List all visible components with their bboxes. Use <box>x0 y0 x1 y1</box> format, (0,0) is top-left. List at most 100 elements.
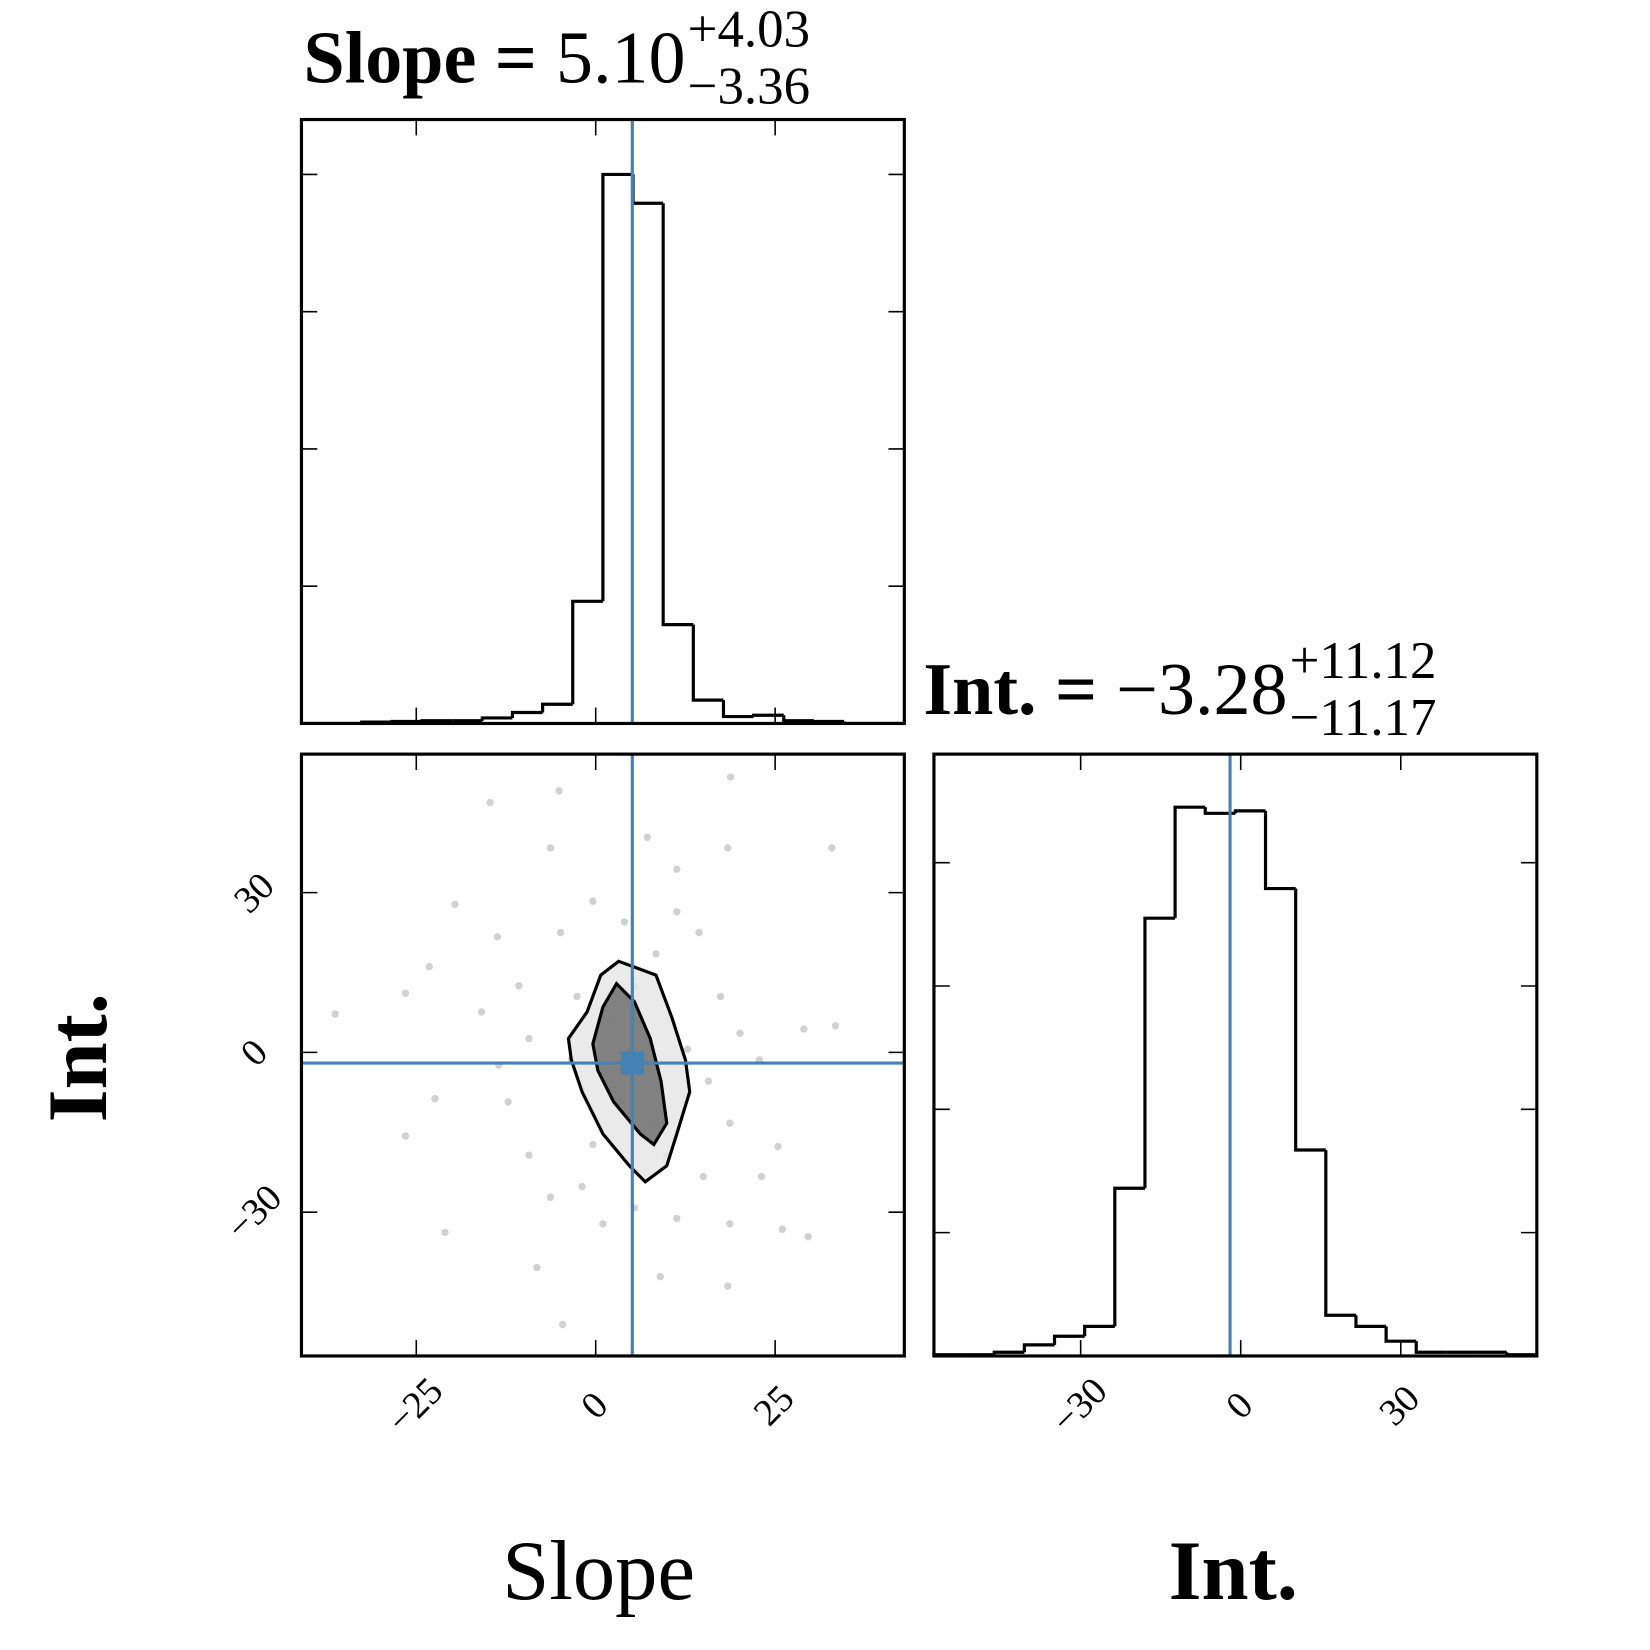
sample-point <box>726 1119 734 1127</box>
histogram-bar <box>812 719 845 723</box>
sample-point <box>704 1077 713 1085</box>
sample-point <box>828 844 836 852</box>
histogram-bar <box>661 203 694 627</box>
histogram-bar <box>1384 1326 1417 1343</box>
sample-point <box>441 1228 449 1237</box>
histogram-bar <box>1354 1315 1387 1328</box>
histogram-bar <box>1203 807 1236 815</box>
sample-point <box>736 1029 744 1037</box>
sample-point <box>804 1232 812 1241</box>
histogram-bar <box>510 710 543 718</box>
histogram-bar <box>1324 1150 1356 1317</box>
chart-title: Int. = <box>923 649 1097 731</box>
x-tick-label: 25 <box>746 1377 803 1434</box>
sample-point <box>578 1182 586 1191</box>
sample-point <box>555 787 563 795</box>
sample-point <box>673 908 681 916</box>
histogram-bar <box>480 716 513 721</box>
sample-point <box>515 982 523 990</box>
sample-point <box>599 1220 607 1228</box>
x-axis-label: Int. <box>1169 1525 1298 1618</box>
histogram-bar <box>1263 810 1296 891</box>
histogram-bar <box>752 713 784 717</box>
truth-marker <box>620 1051 644 1075</box>
histogram-bar <box>1083 1324 1115 1337</box>
x-tick-label: −30 <box>1044 1370 1116 1442</box>
x-axis-label: Slope <box>502 1525 695 1618</box>
y-axis-label: Int. <box>32 993 125 1122</box>
sample-point <box>425 962 433 971</box>
sample-point <box>546 1193 555 1201</box>
chart-title-value: 5.10 <box>556 18 686 100</box>
title-upper-error: +4.03 <box>688 1 810 59</box>
histogram-bar <box>1052 1334 1085 1345</box>
x-tick-label: 0 <box>1218 1384 1261 1427</box>
y-tick-label: 30 <box>226 865 283 922</box>
sample-point <box>726 1220 734 1228</box>
sample-point <box>656 1272 665 1281</box>
title-lower-error: −11.17 <box>1290 689 1437 747</box>
sample-point <box>716 992 725 1001</box>
sample-point <box>652 950 660 958</box>
histogram-bar <box>721 700 754 719</box>
x-tick-label: −25 <box>379 1370 451 1442</box>
sample-point <box>726 773 735 781</box>
title-lower-error: −3.36 <box>688 58 810 116</box>
histogram-bar <box>782 715 814 723</box>
sample-point <box>431 1095 439 1103</box>
panel-frame <box>299 117 906 726</box>
sample-point <box>573 992 581 1001</box>
histogram-bar <box>420 719 453 723</box>
sample-point <box>401 1132 410 1140</box>
sample-point <box>589 897 597 905</box>
sample-point <box>558 1320 567 1329</box>
y-tick-label: 0 <box>233 1031 276 1074</box>
sample-point <box>493 933 502 941</box>
sample-point <box>699 1172 708 1181</box>
histogram-bar <box>541 702 573 713</box>
histogram-bar <box>1294 888 1326 1152</box>
x-tick-label: 0 <box>573 1384 616 1427</box>
sample-point <box>683 1045 692 1053</box>
sample-point <box>620 918 629 926</box>
sample-point <box>643 833 652 841</box>
x-tick-label: 30 <box>1371 1377 1428 1434</box>
sample-point <box>695 928 703 937</box>
sample-point <box>800 1025 808 1033</box>
panel-frame <box>299 752 906 1358</box>
histogram-bar <box>1414 1341 1447 1354</box>
sample-point <box>831 1022 840 1030</box>
histogram-bar <box>631 174 664 205</box>
sample-point <box>331 1010 339 1018</box>
panel-frame <box>932 752 1539 1358</box>
histogram-bar <box>1143 916 1176 1189</box>
sample-point <box>525 1034 533 1043</box>
sample-point <box>401 989 410 997</box>
sample-point <box>757 1172 766 1181</box>
histogram-bar <box>691 624 724 702</box>
sample-point <box>451 900 459 909</box>
histogram-bar <box>992 1350 1025 1355</box>
histogram-bar <box>1113 1186 1145 1327</box>
sample-point <box>525 1151 533 1159</box>
chart-title: Slope = <box>304 18 537 100</box>
title-upper-error: +11.12 <box>1290 632 1437 690</box>
sample-point <box>778 1225 787 1233</box>
histogram-bar <box>1173 805 1206 919</box>
histogram-bar <box>1505 1352 1537 1357</box>
histogram-bar <box>601 172 634 602</box>
sample-point <box>673 865 681 873</box>
y-tick-label: −30 <box>218 1177 290 1249</box>
chart-title-value: −3.28 <box>1116 649 1287 731</box>
sample-point <box>504 1098 512 1106</box>
sample-point <box>724 1282 732 1290</box>
sample-point <box>673 1214 681 1223</box>
sample-point <box>556 928 565 937</box>
sample-point <box>546 844 555 852</box>
histogram-bar <box>390 719 423 723</box>
sample-point <box>477 1008 486 1016</box>
histogram-bar <box>571 599 603 705</box>
sample-point <box>774 1142 782 1151</box>
sample-point <box>589 1140 597 1149</box>
